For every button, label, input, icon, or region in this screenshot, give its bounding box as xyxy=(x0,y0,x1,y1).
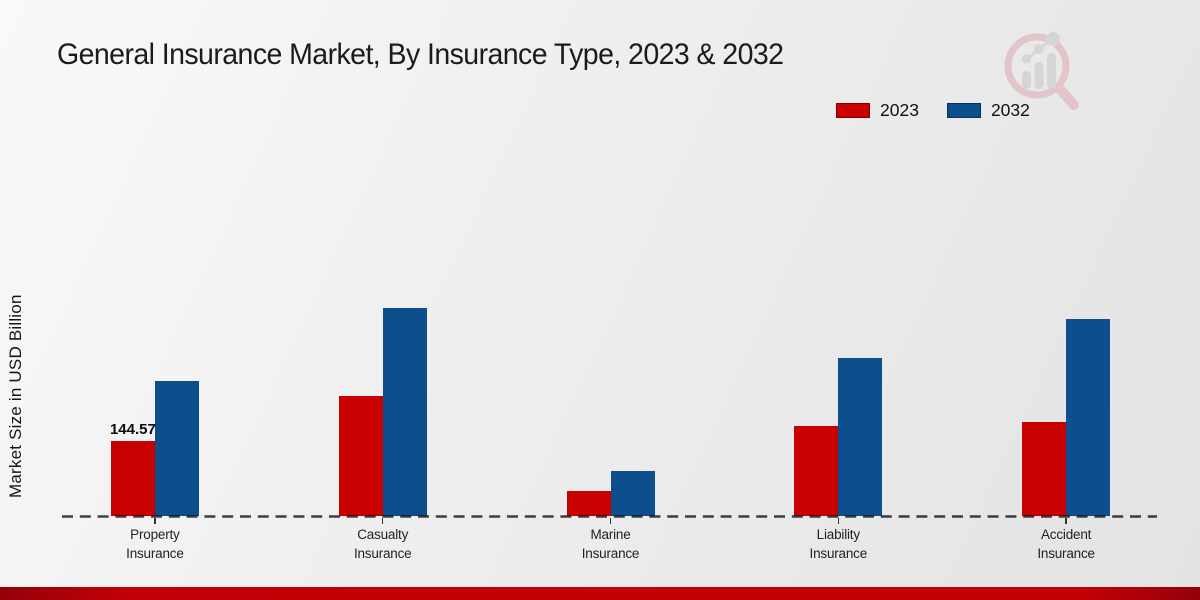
bar-2032-property-insurance xyxy=(154,381,199,517)
bar-2023-property-insurance xyxy=(110,440,155,517)
category-label-liability-insurance: Liability Insurance xyxy=(809,526,868,561)
bar-2023-liability-insurance xyxy=(794,426,839,517)
x-axis-tick xyxy=(609,517,612,524)
bar-2023-marine-insurance xyxy=(566,490,611,517)
category-label-casualty-insurance: Casualty Insurance xyxy=(353,526,412,561)
bar-value-label: 144.57 xyxy=(109,420,156,438)
bar-2032-accident-insurance xyxy=(1066,319,1111,517)
bar-2032-liability-insurance xyxy=(838,358,883,517)
magnifier-bar-chart-logo xyxy=(1004,32,1079,110)
legend-swatch-2023 xyxy=(836,103,870,118)
legend-swatch-2032 xyxy=(946,103,981,118)
footer-accent-bar xyxy=(0,587,1200,600)
x-axis-tick xyxy=(381,517,384,524)
bar-2032-marine-insurance xyxy=(610,471,655,517)
legend-item-2032: 2032 xyxy=(946,100,1030,121)
legend-item-2023: 2023 xyxy=(836,100,919,121)
bar-2023-accident-insurance xyxy=(1022,421,1067,517)
bar-2023-casualty-insurance xyxy=(338,395,383,517)
category-label-accident-insurance: Accident Insurance xyxy=(1037,526,1095,561)
x-axis-tick xyxy=(1065,517,1067,524)
legend: 2023 2032 xyxy=(836,100,1030,121)
x-axis-tick xyxy=(837,517,840,524)
x-axis-tick xyxy=(154,517,156,524)
category-label-property-insurance: Property Insurance xyxy=(126,526,184,561)
chart-title: General Insurance Market, By Insurance T… xyxy=(57,38,784,71)
category-label-marine-insurance: Marine Insurance xyxy=(581,526,640,561)
legend-label-2023: 2023 xyxy=(880,100,919,120)
bar-2032-casualty-insurance xyxy=(382,307,427,517)
legend-label-2032: 2032 xyxy=(990,100,1030,120)
